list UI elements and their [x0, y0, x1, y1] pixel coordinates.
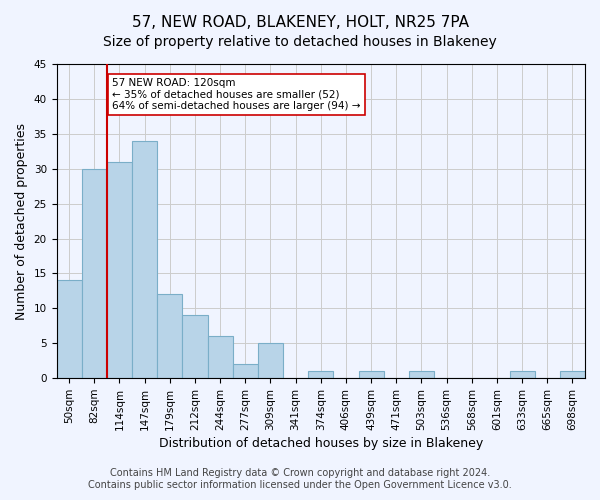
Bar — [359, 371, 383, 378]
Bar — [107, 162, 132, 378]
Text: Size of property relative to detached houses in Blakeney: Size of property relative to detached ho… — [103, 35, 497, 49]
X-axis label: Distribution of detached houses by size in Blakeney: Distribution of detached houses by size … — [158, 437, 483, 450]
Text: 57 NEW ROAD: 120sqm
← 35% of detached houses are smaller (52)
64% of semi-detach: 57 NEW ROAD: 120sqm ← 35% of detached ho… — [112, 78, 361, 111]
Bar — [258, 344, 283, 378]
Bar — [182, 316, 208, 378]
Bar — [208, 336, 233, 378]
Bar — [560, 371, 585, 378]
Bar — [509, 371, 535, 378]
Bar — [82, 168, 107, 378]
Text: 57, NEW ROAD, BLAKENEY, HOLT, NR25 7PA: 57, NEW ROAD, BLAKENEY, HOLT, NR25 7PA — [131, 15, 469, 30]
Bar — [409, 371, 434, 378]
Bar — [233, 364, 258, 378]
Text: Contains HM Land Registry data © Crown copyright and database right 2024.
Contai: Contains HM Land Registry data © Crown c… — [88, 468, 512, 490]
Bar — [157, 294, 182, 378]
Bar — [132, 141, 157, 378]
Y-axis label: Number of detached properties: Number of detached properties — [15, 122, 28, 320]
Bar — [56, 280, 82, 378]
Bar — [308, 371, 334, 378]
